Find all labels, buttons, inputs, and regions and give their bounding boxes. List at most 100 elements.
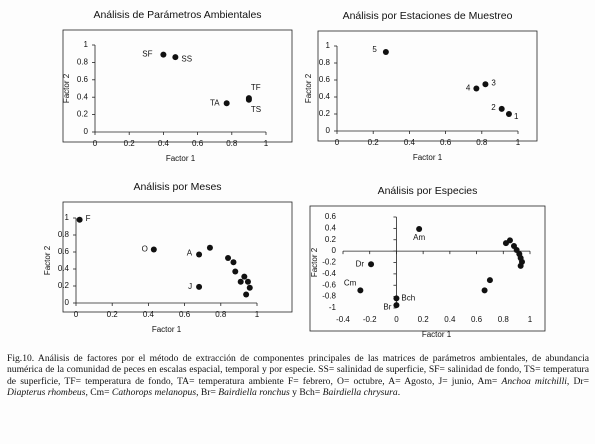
x-tick-label: -0.4 — [336, 315, 350, 324]
x-tick-label: 0.2 — [124, 139, 136, 148]
point-label: 2 — [491, 103, 496, 112]
panel-frame — [317, 30, 538, 142]
point — [505, 111, 512, 117]
y-tick-label: 0.2 — [325, 235, 337, 244]
point — [150, 246, 157, 253]
x-tick-label: 0 — [394, 315, 399, 324]
y-tick-label: 1 — [65, 213, 70, 222]
point-label: O — [142, 245, 148, 254]
point — [482, 81, 489, 88]
caption-italic: Cathorops melanopus — [111, 386, 197, 398]
y-tick-label: -0.8 — [322, 292, 336, 301]
point-label: Bch — [401, 293, 415, 302]
y-tick-label: 0.2 — [77, 110, 89, 119]
x-tick-label: 0.4 — [444, 315, 456, 324]
y-tick-label: 0.8 — [77, 58, 89, 67]
y-tick-label: 0.6 — [58, 247, 70, 256]
x-axis-label: Factor 1 — [413, 153, 443, 162]
point-label: SS — [181, 54, 192, 63]
point-label: Am — [413, 233, 425, 242]
x-tick-label: 0.2 — [107, 310, 119, 319]
x-tick-label: 0.6 — [179, 310, 191, 319]
y-axis-label: Factor 2 — [310, 247, 319, 277]
point — [506, 237, 513, 244]
caption-text: , Cm= — [85, 386, 112, 398]
point — [368, 261, 375, 268]
point-label: 1 — [514, 112, 519, 121]
point — [160, 51, 167, 58]
point — [230, 259, 237, 266]
y-axis-label: Factor 2 — [62, 73, 71, 103]
caption-italic: Bairdiella chrysura — [322, 386, 398, 398]
point — [196, 251, 203, 258]
point — [206, 244, 213, 251]
chart-title: Análisis por Especies — [378, 185, 478, 197]
point — [245, 96, 252, 103]
point — [223, 100, 230, 107]
y-tick-label: 0.6 — [319, 75, 331, 84]
point — [172, 54, 179, 61]
y-tick-label: 0.4 — [325, 223, 337, 232]
y-tick-label: -0.6 — [322, 280, 336, 289]
caption-text: y Bch= — [289, 386, 323, 398]
x-tick-label: 1 — [528, 315, 533, 324]
point — [481, 287, 488, 294]
y-tick-label: -1 — [329, 303, 337, 312]
point — [393, 302, 400, 309]
point — [243, 291, 250, 298]
point — [382, 48, 389, 55]
point-label: F — [86, 214, 91, 223]
point — [498, 105, 505, 112]
caption-italic: Anchoa mitchilli — [501, 375, 567, 387]
x-tick-label: 0.6 — [192, 139, 204, 148]
y-tick-label: -0.2 — [322, 258, 336, 267]
panel-frame — [62, 29, 293, 143]
point-label: TF — [251, 83, 261, 92]
y-tick-label: 0 — [326, 126, 331, 135]
y-tick-label: 0.6 — [325, 212, 337, 221]
x-tick-label: 1 — [264, 139, 269, 148]
point-label: A — [187, 249, 193, 258]
x-tick-label: 0.4 — [143, 310, 155, 319]
caption-text: , Dr= — [566, 375, 589, 387]
point-label: TA — [210, 98, 220, 107]
point — [244, 278, 251, 285]
chart-title: Análisis por Meses — [133, 181, 221, 193]
caption-italic: Bairdiella ronchus — [218, 386, 290, 398]
x-tick-label: 1 — [255, 310, 260, 319]
x-tick-label: 0.8 — [498, 315, 510, 324]
y-tick-label: 0.4 — [58, 264, 70, 273]
point — [196, 283, 203, 290]
point-label: Cm — [344, 278, 357, 287]
x-tick-label: 0 — [74, 310, 79, 319]
point-label: TS — [251, 105, 261, 114]
x-tick-label: 0.8 — [476, 138, 488, 147]
x-tick-label: 0.2 — [418, 315, 430, 324]
point-label: J — [188, 282, 192, 291]
point-label: SF — [142, 50, 152, 59]
point — [241, 273, 248, 280]
y-tick-label: 1 — [326, 41, 331, 50]
x-tick-label: 0 — [335, 138, 340, 147]
point — [473, 85, 480, 92]
x-tick-label: 0 — [93, 139, 98, 148]
caption-italic: Diapterus rhombeus — [7, 386, 86, 398]
y-tick-label: 0.2 — [319, 109, 331, 118]
caption-text: . — [397, 386, 401, 398]
point-label: Dr — [356, 259, 365, 268]
y-tick-label: 0 — [65, 298, 70, 307]
y-axis-label: Factor 2 — [304, 73, 313, 103]
point-label: 3 — [491, 78, 496, 87]
point — [76, 216, 83, 223]
figure: Análisis de Parámetros Ambientales Factor… — [43, 9, 546, 339]
y-tick-label: 1 — [84, 40, 89, 49]
y-tick-label: 0.4 — [77, 92, 89, 101]
point — [357, 287, 364, 294]
caption: Fig.10. Análisis de factores por el méto… — [7, 353, 589, 398]
point — [393, 295, 400, 302]
y-tick-label: 0 — [332, 246, 337, 255]
y-tick-label: 0.8 — [319, 58, 331, 67]
x-tick-label: 0.2 — [368, 138, 380, 147]
point — [416, 225, 423, 232]
